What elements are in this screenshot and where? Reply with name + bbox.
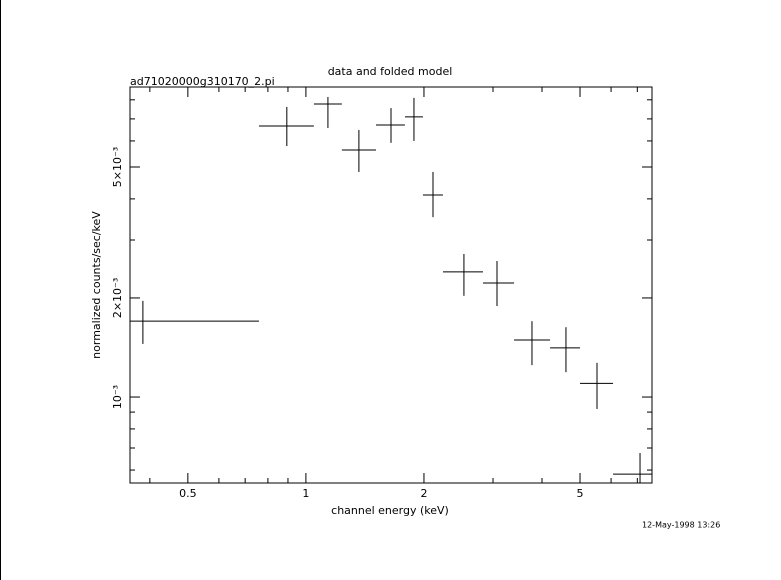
chart-title: data and folded model: [328, 65, 453, 78]
plot-frame: [129, 86, 653, 484]
x-tick-label: 5: [577, 487, 584, 500]
x-tick-label: 2: [420, 487, 427, 500]
y-axis-label: normalized counts/sec/keV: [90, 211, 103, 359]
y-tick-label: 10⁻³: [111, 385, 124, 409]
x-tick-label: 1: [302, 487, 309, 500]
y-tick-label: 2×10⁻³: [111, 278, 124, 318]
x-tick-label: 0.5: [179, 487, 197, 500]
chart-subtitle: ad71020000g310170_2.pi: [130, 75, 275, 88]
x-axis-label: channel energy (keV): [331, 504, 449, 517]
timestamp: 12-May-1998 13:26: [642, 521, 720, 530]
y-tick-label: 5×10⁻³: [111, 147, 124, 187]
